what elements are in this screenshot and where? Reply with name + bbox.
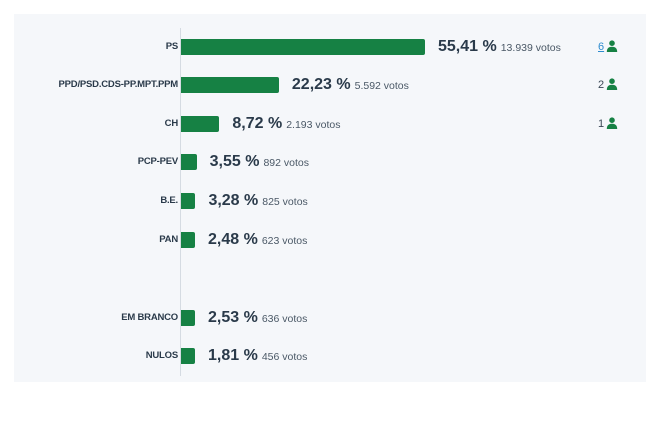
seats-number: 1 [598,118,605,130]
party-label: PPD/PSD.CDS-PP.MPT.PPM [58,79,179,90]
percent-label: 2,53 % [208,309,258,326]
results-panel [14,14,646,382]
seats-count[interactable]: 6 [598,37,628,57]
result-values: 3,55 % 892 votos [210,152,309,173]
result-bar [181,39,425,55]
party-label: B.E. [160,195,178,206]
party-label: PS [165,41,178,52]
result-bar [181,348,195,364]
result-values: 1,81 % 456 votos [208,346,307,367]
result-row: PPD/PSD.CDS-PP.MPT.PPM 22,23 % 5.592 votos… [0,75,660,95]
result-values: 8,72 % 2.193 votos [232,114,340,135]
seats-count: 1 [598,114,628,134]
result-bar [181,193,196,209]
party-label: PCP-PEV [137,156,179,167]
percent-label: 22,23 % [291,76,351,93]
percent-label: 55,41 % [438,38,497,55]
seats-link[interactable]: 6 [598,41,605,53]
result-row: EM BRANCO 2,53 % 636 votos [0,308,660,328]
votes-label: 13.939 votos [500,42,561,54]
result-values: 2,48 % 623 votos [208,230,307,251]
votes-label: 5.592 votos [354,80,409,92]
result-values: 22,23 % 5.592 votos [292,75,409,96]
votes-label: 456 votos [261,351,308,363]
result-bar [181,310,195,326]
result-row: CH 8,72 % 2.193 votos 1 [0,114,660,134]
percent-label: 3,55 % [209,153,260,170]
result-row: B.E. 3,28 % 825 votos [0,191,660,211]
result-values: 3,28 % 825 votos [208,191,307,212]
votes-label: 623 votos [261,235,308,247]
chart-axis-line [180,28,181,376]
person-icon [606,117,618,129]
result-bar [181,232,195,248]
party-label: PAN [159,234,178,245]
result-values: 2,53 % 636 votos [208,308,307,329]
result-bar [181,154,197,170]
votes-label: 636 votos [261,313,308,325]
votes-label: 825 votos [262,196,308,208]
percent-label: 8,72 % [232,115,283,132]
percent-label: 2,48 % [208,231,258,248]
seats-number: 2 [598,79,605,91]
result-row: PAN 2,48 % 623 votos [0,230,660,250]
percent-label: 1,81 % [208,347,258,364]
seats-count: 2 [598,75,628,95]
party-label: NULOS [145,350,178,361]
party-label: EM BRANCO [121,312,178,323]
result-row: PS 55,41 % 13.939 votos 6 [0,37,660,57]
result-row: PCP-PEV 3,55 % 892 votos [0,152,660,172]
party-label: CH [164,118,179,129]
result-row: NULOS 1,81 % 456 votos [0,346,660,366]
votes-label: 892 votos [263,157,309,169]
result-bar [181,77,279,93]
percent-label: 3,28 % [208,192,259,209]
person-icon [606,40,618,52]
person-icon [606,78,618,90]
result-bar [181,116,220,132]
votes-label: 2.193 votos [286,119,341,131]
result-values: 55,41 % 13.939 votos [438,37,561,58]
